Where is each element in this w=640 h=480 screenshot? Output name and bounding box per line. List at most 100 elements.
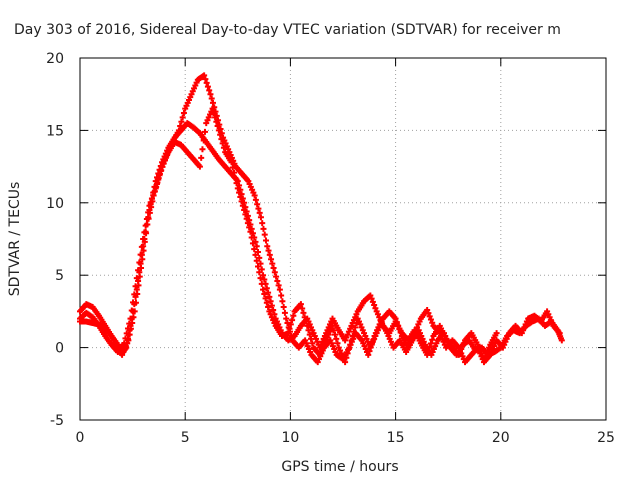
data-point [198, 154, 205, 161]
data-point [396, 326, 403, 333]
data-point [274, 277, 281, 284]
grid [80, 58, 606, 420]
data-point [157, 167, 164, 174]
data-point [349, 333, 356, 340]
data-point [121, 340, 128, 347]
data-point [229, 164, 236, 171]
data-point [332, 331, 339, 338]
data-point [152, 185, 159, 192]
data-point [556, 330, 563, 337]
data-point [263, 285, 270, 292]
data-point [258, 280, 265, 287]
data-point [308, 335, 315, 342]
data-point [345, 346, 352, 353]
chart-title: Day 303 of 2016, Sidereal Day-to-day VTE… [14, 22, 561, 38]
data-point [177, 123, 184, 130]
data-point [202, 76, 209, 83]
data-point [239, 202, 246, 209]
data-point [201, 128, 208, 135]
data-point [143, 216, 150, 223]
data-point [200, 137, 207, 144]
data-point [493, 330, 500, 337]
data-point [208, 95, 215, 102]
x-tick-labels: 0 5 10 15 20 25 [76, 430, 615, 446]
data-point [156, 172, 163, 179]
data-point [196, 163, 203, 170]
data-point [302, 318, 309, 325]
data-point [342, 359, 349, 366]
data-point [427, 316, 434, 323]
data-point [233, 180, 240, 187]
data-point [397, 329, 404, 336]
data-point [243, 215, 250, 222]
data-marks [77, 72, 565, 366]
data-point [209, 105, 216, 112]
data-point [262, 295, 269, 302]
data-point [234, 185, 241, 192]
data-point [228, 159, 235, 166]
data-point [270, 306, 277, 313]
data-point [236, 189, 243, 196]
data-point [238, 198, 245, 205]
data-point [130, 299, 137, 306]
data-point [242, 211, 249, 218]
data-point [209, 99, 216, 106]
data-point [279, 298, 286, 305]
data-point [273, 273, 280, 280]
data-point [220, 144, 227, 151]
data-point [365, 351, 372, 358]
data-point [265, 304, 272, 311]
data-point [204, 83, 211, 90]
data-point [261, 291, 268, 298]
data-point [199, 146, 206, 153]
data-point [206, 87, 213, 94]
data-point [254, 263, 261, 270]
data-point [269, 260, 276, 267]
data-point [265, 289, 272, 296]
data-point [424, 306, 431, 313]
x-axis-label: GPS time / hours [281, 459, 398, 475]
data-point [140, 236, 147, 242]
x-tick-label: 5 [181, 430, 190, 446]
ticks [79, 57, 607, 421]
data-point [127, 315, 134, 322]
data-point [278, 292, 285, 299]
data-point [263, 299, 270, 306]
data-point [244, 220, 251, 227]
data-point [142, 222, 149, 229]
data-point [251, 192, 258, 199]
data-point [333, 335, 340, 342]
data-point [343, 354, 350, 361]
data-point [249, 240, 256, 247]
data-point [270, 264, 277, 271]
y-tick-label: -5 [50, 413, 64, 429]
data-point [265, 247, 272, 254]
data-point [426, 313, 433, 320]
data-point [132, 283, 139, 290]
data-point [268, 256, 275, 263]
data-point [267, 298, 274, 305]
data-point [285, 330, 292, 337]
data-point [300, 309, 307, 316]
data-point [284, 319, 291, 326]
data-point [147, 199, 154, 206]
x-tick-label: 25 [597, 430, 615, 446]
data-point [139, 256, 146, 263]
data-point [256, 269, 263, 276]
data-point [334, 340, 341, 347]
data-point [148, 195, 155, 202]
data-point [395, 322, 402, 329]
data-point [231, 169, 238, 176]
data-point [133, 275, 140, 282]
data-point [281, 309, 288, 316]
data-point [150, 192, 157, 199]
data-point [252, 251, 259, 258]
data-point [283, 315, 290, 322]
data-point [214, 123, 221, 130]
data-point [261, 276, 268, 283]
data-point [301, 314, 308, 321]
x-tick-label: 15 [387, 430, 405, 446]
data-point [330, 327, 337, 334]
data-point [207, 91, 214, 98]
